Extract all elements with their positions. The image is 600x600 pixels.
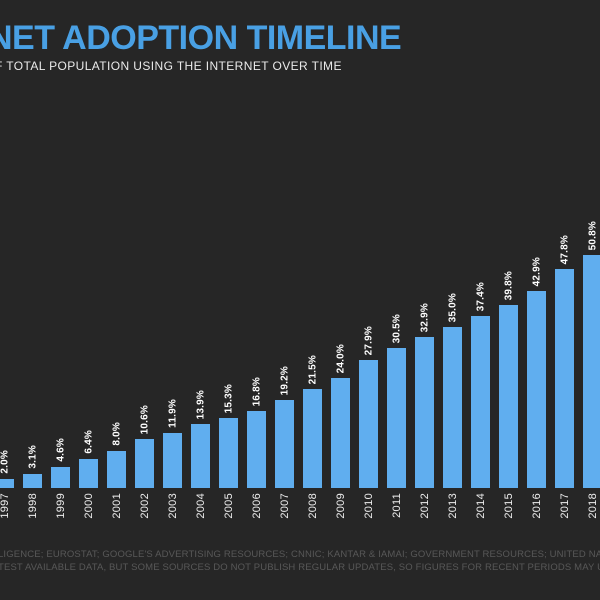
bar-column: 11.9% 2003 xyxy=(163,0,182,519)
x-axis-tick-label: 2018 xyxy=(586,493,599,519)
bar-value-label: 47.8% xyxy=(559,234,570,264)
x-axis-tick-label: 2007 xyxy=(278,493,291,519)
bar xyxy=(0,479,14,488)
x-axis-tick-label: 2016 xyxy=(530,493,543,519)
bar-value-label: 30.5% xyxy=(391,313,402,343)
bar-column: 2.0% 1997 xyxy=(0,0,14,519)
bar xyxy=(163,433,182,488)
bar-value-label: 16.8% xyxy=(251,376,262,406)
bar-column: 47.8% 2017 xyxy=(555,0,574,519)
bar-value-label: 4.6% xyxy=(55,438,66,462)
x-axis-tick-label: 2001 xyxy=(110,493,123,519)
bar-value-label: 6.4% xyxy=(83,430,94,454)
bar-value-label: 32.9% xyxy=(419,302,430,332)
x-axis-tick-label: 2015 xyxy=(502,493,515,519)
chart-title: NET ADOPTION TIMELINE xyxy=(0,19,402,57)
bar-column: 32.9% 2012 xyxy=(415,0,434,519)
footer-sources-text: LIGENCE; EUROSTAT; GOOGLE'S ADVERTISING … xyxy=(0,549,600,560)
bar-value-label: 24.0% xyxy=(335,343,346,373)
bar-value-label: 15.3% xyxy=(223,383,234,413)
bar-value-label: 21.5% xyxy=(307,354,318,384)
x-axis-tick-label: 1998 xyxy=(26,493,39,519)
bar-column: 27.9% 2010 xyxy=(359,0,378,519)
bar-value-label: 37.4% xyxy=(475,281,486,311)
bar xyxy=(555,269,574,488)
bar-column: 50.8% 2018 xyxy=(583,0,600,519)
bar-value-label: 11.9% xyxy=(167,399,178,428)
x-axis-tick-label: 2017 xyxy=(558,493,571,519)
x-axis-tick-label: 2013 xyxy=(446,493,459,519)
bar xyxy=(415,337,434,488)
bar xyxy=(499,305,518,488)
bar-column: 6.4% 2000 xyxy=(79,0,98,519)
bar xyxy=(275,400,294,488)
bar-value-label: 13.9% xyxy=(195,389,206,419)
bar-column: 35.0% 2013 xyxy=(443,0,462,519)
footer-note-line: TEST AVAILABLE DATA, BUT SOME SOURCES DO… xyxy=(0,562,600,573)
bar xyxy=(387,348,406,488)
bar-value-label: 19.2% xyxy=(279,365,290,395)
x-axis-tick-label: 2000 xyxy=(82,493,95,519)
bar-value-label: 3.1% xyxy=(27,445,38,469)
bar xyxy=(23,474,42,488)
bar-value-label: 8.0% xyxy=(111,422,122,446)
x-axis-tick-label: 2002 xyxy=(138,493,151,519)
bar-column: 15.3% 2005 xyxy=(219,0,238,519)
x-axis-tick-label: 2003 xyxy=(166,493,179,519)
bar-column: 30.5% 2011 xyxy=(387,0,406,518)
bar-column: 37.4% 2014 xyxy=(471,0,490,519)
x-axis-tick-label: 1999 xyxy=(54,493,67,519)
bar-value-label: 27.9% xyxy=(363,325,374,355)
x-axis-tick-label: 2004 xyxy=(194,493,207,519)
x-axis-tick-label: 2010 xyxy=(362,493,375,519)
bar-column: 42.9% 2016 xyxy=(527,0,546,519)
bar-column: 4.6% 1999 xyxy=(51,0,70,519)
bar xyxy=(303,389,322,488)
bar-value-label: 50.8% xyxy=(587,220,598,250)
x-axis-tick-label: 2011 xyxy=(390,493,403,518)
bar xyxy=(219,418,238,488)
bar xyxy=(107,451,126,488)
bar-value-label: 39.8% xyxy=(503,270,514,300)
bar-column: 24.0% 2009 xyxy=(331,0,350,519)
x-axis-tick-label: 2014 xyxy=(474,493,487,519)
bar xyxy=(331,378,350,488)
chart-subtitle: F TOTAL POPULATION USING THE INTERNET OV… xyxy=(0,59,342,73)
bar-value-label: 42.9% xyxy=(531,256,542,286)
x-axis-tick-label: 2005 xyxy=(222,493,235,519)
bar xyxy=(135,439,154,488)
bar xyxy=(583,255,600,488)
bar-value-label: 2.0% xyxy=(0,450,10,474)
bar-column: 16.8% 2006 xyxy=(247,0,266,519)
bar xyxy=(527,291,546,488)
bar xyxy=(247,411,266,488)
x-axis-tick-label: 2012 xyxy=(418,493,431,519)
x-axis-tick-label: 2009 xyxy=(334,493,347,519)
bar-column: 39.8% 2015 xyxy=(499,0,518,519)
x-axis-tick-label: 2008 xyxy=(306,493,319,519)
bar xyxy=(79,459,98,488)
x-axis-tick-label: 2006 xyxy=(250,493,263,519)
bar xyxy=(471,316,490,488)
bar-value-label: 10.6% xyxy=(139,404,150,434)
bar-column: 13.9% 2004 xyxy=(191,0,210,519)
bar-column: 8.0% 2001 xyxy=(107,0,126,519)
bar-column: 3.1% 1998 xyxy=(23,0,42,519)
bar xyxy=(443,327,462,488)
x-axis-tick-label: 1997 xyxy=(0,493,11,519)
bar xyxy=(51,467,70,488)
bar-column: 19.2% 2007 xyxy=(275,0,294,519)
bar xyxy=(359,360,378,488)
bar-column: 10.6% 2002 xyxy=(135,0,154,519)
footer-sources-line: LIGENCE; EUROSTAT; GOOGLE'S ADVERTISING … xyxy=(0,549,600,560)
bar-column: 21.5% 2008 xyxy=(303,0,322,519)
bar-value-label: 35.0% xyxy=(447,292,458,322)
bar xyxy=(191,424,210,488)
